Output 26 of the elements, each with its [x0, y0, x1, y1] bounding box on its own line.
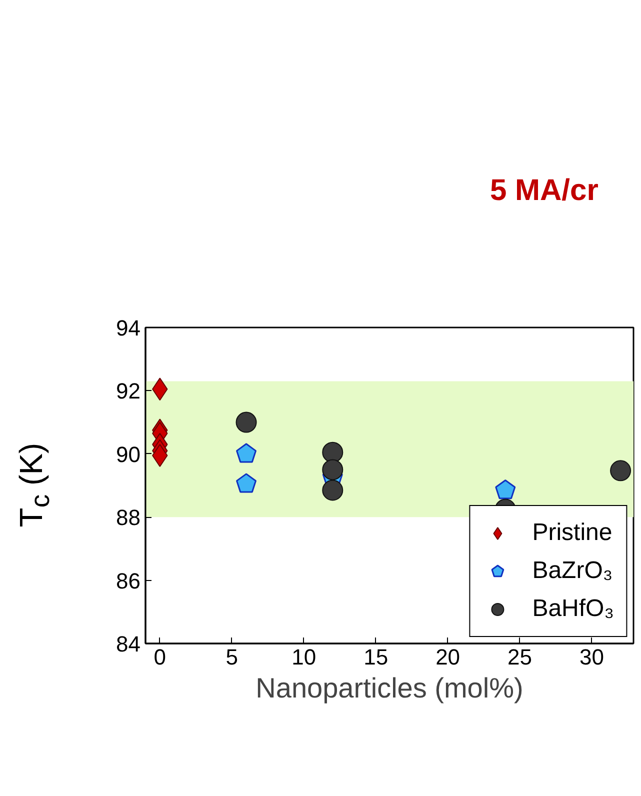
y-tick-label: 92	[116, 378, 141, 404]
point	[322, 442, 344, 463]
x-tick-label: 30	[580, 644, 604, 670]
legend-label: BaHfO₃	[532, 595, 614, 623]
x-tick-label: 25	[508, 644, 532, 670]
point	[236, 412, 257, 433]
x-tick-label: 0	[154, 644, 166, 670]
point	[236, 443, 257, 463]
x-tick-label: 20	[436, 644, 460, 670]
legend-label: Pristine	[532, 519, 612, 547]
point	[610, 460, 632, 482]
point	[236, 473, 257, 493]
y-tick-label: 86	[116, 568, 141, 594]
legend-label: BaZrO₃	[532, 557, 613, 585]
x-tick-label: 10	[292, 644, 316, 670]
y-tick-label: 90	[116, 442, 141, 467]
y-tick-label: 88	[116, 505, 141, 530]
chart-title: 5 MA/cr	[490, 173, 598, 209]
x-tick-label: 5	[226, 644, 238, 670]
point	[322, 459, 344, 480]
x-axis-title: Nanoparticles (mol%)	[256, 672, 524, 704]
y-tick-label: 94	[116, 316, 141, 340]
point	[495, 479, 516, 500]
point	[322, 480, 344, 501]
y-tick-label: 84	[116, 632, 141, 656]
x-tick-label: 15	[364, 644, 388, 670]
